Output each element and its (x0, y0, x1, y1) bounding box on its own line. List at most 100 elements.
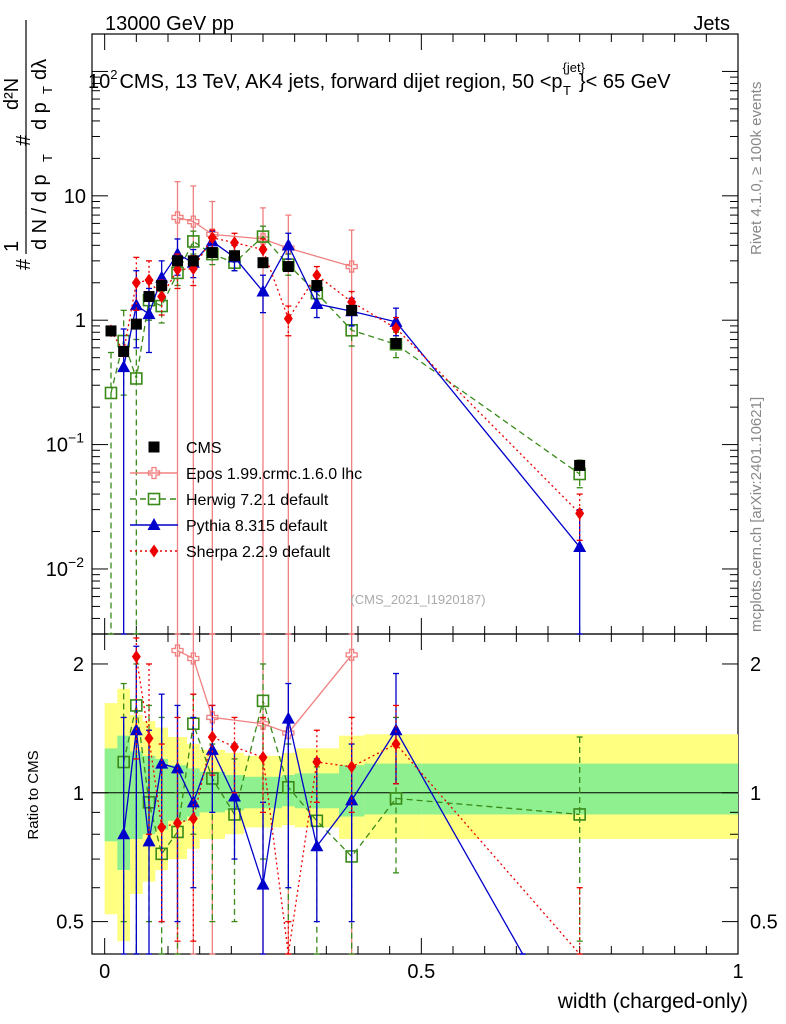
ratio-ytick-label-right: 0.5 (750, 912, 778, 934)
ratio-series-sherpa (131, 637, 583, 955)
main-y-label: # 1 d N / d p T # d²N d p T dλ (1, 20, 55, 270)
data-point (389, 314, 403, 327)
data-point (187, 215, 200, 228)
main-ytick-label: 10−1 (46, 430, 84, 457)
data-point (391, 737, 401, 751)
data-point (573, 540, 587, 553)
data-point (155, 756, 169, 769)
data-point (391, 321, 401, 335)
data-point (390, 337, 402, 349)
data-point (171, 211, 184, 224)
legend: CMS Epos 1.99.crmc.1.6.0 lhc Herwig 7.2.1 … (130, 440, 362, 561)
legend-label: Herwig 7.2.1 default (186, 492, 329, 509)
legend-marker (148, 441, 160, 453)
ylabel-dp: d p (29, 102, 51, 130)
ratio-ytick-label-left: 1 (73, 783, 84, 805)
main-series-sherpa (106, 229, 585, 541)
legend-label: CMS (186, 440, 222, 457)
data-point (258, 750, 268, 764)
data-point (230, 740, 239, 754)
data-point (229, 250, 240, 262)
main-ytick-label: 1 (75, 310, 86, 332)
main-axes: 10−2 10−1 1 10 (46, 33, 739, 635)
ratio-ytick-label-left: 0.5 (56, 912, 84, 934)
title-main: CMS, 13 TeV, AK4 jets, forward dijet reg… (119, 71, 562, 93)
data-point (207, 730, 217, 744)
title-sup: {jet} (563, 60, 586, 75)
data-point (228, 789, 241, 802)
data-point (573, 808, 586, 821)
data-point (187, 652, 200, 665)
ylabel-hash-2: # (13, 134, 35, 146)
data-point (258, 243, 268, 257)
series-line (123, 240, 581, 548)
data-point (575, 506, 585, 520)
data-point (144, 273, 154, 287)
title-sub: T (563, 83, 571, 98)
data-point (130, 318, 142, 330)
ylabel-d2n: d²N (1, 78, 23, 110)
data-point (310, 296, 324, 309)
data-point (205, 742, 219, 755)
data-point (230, 236, 239, 250)
data-point (311, 280, 323, 292)
ylabel-den: d N / d p (29, 174, 51, 250)
data-point (131, 276, 141, 290)
ratio-series-pythia (117, 645, 526, 955)
data-point (389, 723, 403, 736)
data-point (281, 238, 295, 251)
data-point (256, 230, 270, 243)
series-line (177, 649, 353, 734)
ratio-ytick-label-right: 1 (750, 783, 761, 805)
data-point (104, 386, 118, 400)
series-line (123, 718, 524, 955)
data-point (171, 644, 184, 657)
data-point (142, 307, 156, 320)
data-point (131, 650, 141, 664)
ratio-uncertainty-bands (92, 688, 738, 942)
data-point (281, 711, 295, 724)
data-point (206, 711, 219, 724)
legend-marker (149, 544, 159, 558)
series-cms (105, 247, 586, 471)
mcplots-label: mcplots.cern.ch [arXiv:2401.10621] (748, 397, 765, 632)
data-point (389, 792, 403, 805)
data-point (312, 755, 322, 769)
data-point (188, 812, 198, 826)
data-point (144, 731, 154, 745)
data-point (312, 268, 322, 282)
data-point (156, 280, 168, 292)
data-point (187, 235, 200, 248)
data-point (206, 247, 218, 259)
data-point (574, 459, 586, 471)
ratio-xtick-label: 0 (99, 961, 110, 983)
analysis-watermark: (CMS_2021_I1920187) (350, 592, 485, 607)
data-point (345, 260, 358, 273)
data-point (118, 346, 130, 358)
data-point (257, 257, 269, 269)
series-line (123, 698, 580, 858)
x-axis-label: width (charged-only) (557, 990, 748, 1013)
legend-marker (147, 492, 161, 506)
band-green-13 (364, 763, 422, 815)
data-point (143, 291, 155, 303)
plot-title: 102 CMS, 13 TeV, AK4 jets, forward dijet … (88, 60, 671, 98)
data-point (142, 834, 156, 847)
legend-label: Pythia 8.315 default (186, 518, 328, 535)
data-point (157, 290, 167, 304)
ratio-xtick-label: 1 (732, 961, 743, 983)
data-point (117, 827, 131, 840)
ylabel-dp-sub: T (40, 86, 55, 94)
data-point (157, 820, 167, 834)
data-point (310, 839, 324, 852)
data-point (346, 304, 358, 316)
data-point (173, 263, 182, 277)
energy-label: 13000 GeV pp (105, 13, 234, 35)
legend-marker (147, 518, 161, 530)
data-point (172, 255, 183, 267)
legend-marker (147, 466, 161, 480)
rivet-label: Rivet 4.1.0, ≥ 100k events (748, 82, 765, 255)
data-point (207, 231, 217, 245)
ylabel-den-sub: T (40, 154, 55, 162)
